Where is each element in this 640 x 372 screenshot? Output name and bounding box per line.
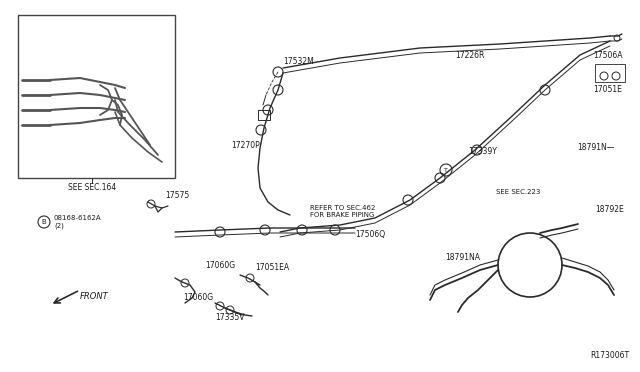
Bar [595,64,625,82]
Bar [18,15,175,178]
Text: 17339Y: 17339Y [468,148,497,157]
Text: (2): (2) [54,223,64,229]
Text: 18791NA: 18791NA [445,253,480,263]
Text: 08168-6162A: 08168-6162A [54,215,102,221]
Text: 17051EA: 17051EA [255,263,289,273]
Text: 17051E: 17051E [593,86,622,94]
Text: 18792E: 18792E [595,205,624,215]
Text: 17335V: 17335V [215,314,244,323]
Text: 17506A: 17506A [593,51,623,60]
Text: SEE SEC.223: SEE SEC.223 [496,189,540,195]
Text: REFER TO SEC.462
FOR BRAKE PIPING: REFER TO SEC.462 FOR BRAKE PIPING [310,205,376,218]
Text: 17532M: 17532M [283,58,314,67]
Text: B: B [42,219,46,225]
Text: 17506Q: 17506Q [355,231,385,240]
Text: SEE SEC.164: SEE SEC.164 [68,183,116,192]
Text: 18791N—: 18791N— [577,144,614,153]
Text: 17226R: 17226R [455,51,484,60]
Text: R173006T: R173006T [590,350,629,359]
Text: 17060G: 17060G [205,260,235,269]
Text: 17060G: 17060G [183,294,213,302]
Text: 17270P: 17270P [231,141,260,150]
Text: T: T [444,167,448,173]
Text: FRONT: FRONT [80,292,109,301]
Text: 17575: 17575 [165,190,189,199]
